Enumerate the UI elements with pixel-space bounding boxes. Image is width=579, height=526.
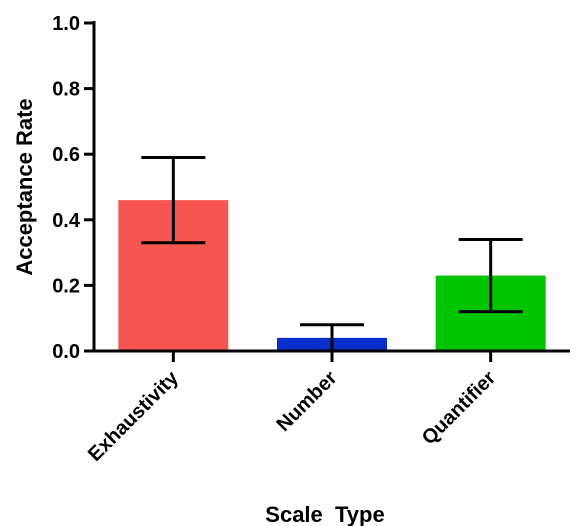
x-axis-title: Scale Type [265,502,384,526]
y-tick-label: 0.6 [52,144,80,166]
x-axis: Exhaustivity Number Quantifier [84,349,570,466]
y-tick-label: 1.0 [52,13,80,35]
y-tick-label: 0.4 [52,210,81,232]
y-tick-label: 0.0 [52,341,80,363]
y-axis: 0.0 0.2 0.4 0.6 0.8 1.0 [52,13,96,363]
y-tick-label: 0.2 [52,275,80,297]
x-tick-label: Quantifier [418,367,500,449]
x-tick-label: Exhaustivity [84,366,183,465]
y-tick-label: 0.8 [52,79,80,101]
x-tick-label: Number [273,367,342,436]
y-axis-title: Acceptance Rate [12,98,37,275]
bars [118,155,546,351]
